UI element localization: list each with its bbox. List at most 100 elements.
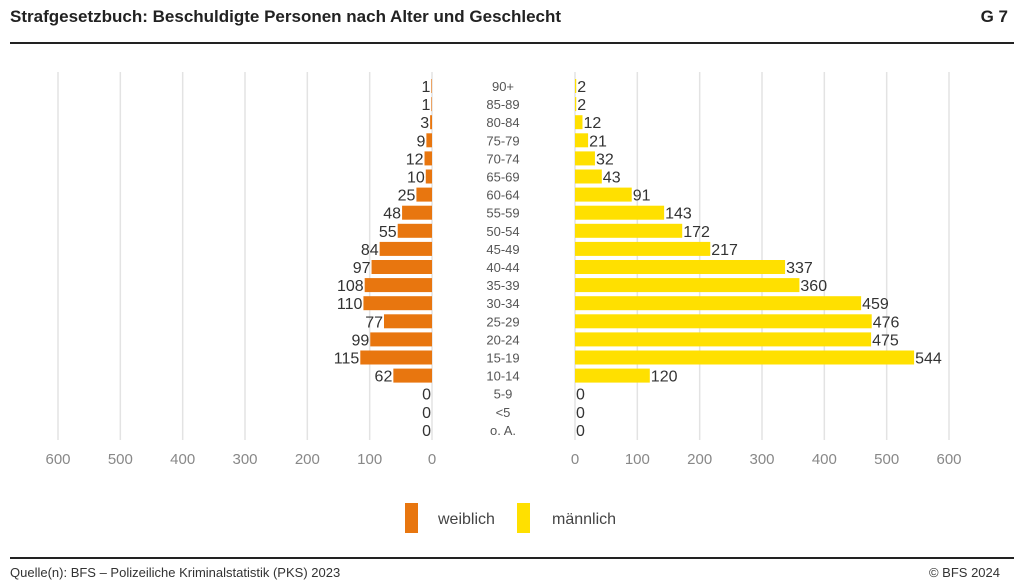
x-tick-label-right: 400: [812, 451, 837, 468]
bar-maennlich: [575, 332, 872, 347]
data-label-weiblich: 62: [375, 369, 393, 386]
x-tick-label-left: 0: [428, 451, 436, 468]
bar-weiblich: [431, 79, 432, 93]
data-label-maennlich: 475: [872, 332, 899, 349]
data-label-weiblich: 77: [365, 314, 383, 331]
bar-maennlich: [575, 296, 862, 311]
bar-maennlich: [575, 169, 602, 184]
data-label-maennlich: 0: [576, 405, 585, 422]
data-label-maennlich: 0: [576, 387, 585, 404]
category-label: 25-29: [486, 314, 519, 329]
x-tick-label-right: 500: [874, 451, 899, 468]
data-label-weiblich: 99: [351, 332, 369, 349]
x-tick-label-left: 600: [45, 451, 70, 468]
category-label: 50-54: [486, 224, 519, 239]
data-label-weiblich: 0: [422, 423, 431, 440]
legend-swatch-maennlich: [517, 503, 530, 533]
data-label-maennlich: 91: [633, 188, 651, 205]
legend-label-weiblich: weiblich: [437, 511, 495, 528]
x-tick-label-left: 200: [295, 451, 320, 468]
bar-maennlich: [575, 223, 683, 238]
data-label-weiblich: 84: [361, 242, 379, 259]
data-label-maennlich: 120: [651, 369, 678, 386]
category-label: 80-84: [486, 115, 519, 130]
bottom-divider: [10, 557, 1014, 559]
data-label-weiblich: 25: [398, 188, 416, 205]
bar-weiblich: [379, 241, 432, 256]
bar-weiblich: [430, 115, 432, 130]
data-label-maennlich: 360: [800, 278, 827, 295]
bar-weiblich: [393, 368, 432, 383]
bar-maennlich: [575, 97, 577, 112]
bar-weiblich: [370, 332, 432, 347]
x-tick-label-left: 500: [108, 451, 133, 468]
data-label-weiblich: 9: [416, 133, 425, 150]
x-tick-label-right: 200: [687, 451, 712, 468]
category-label: o. A.: [490, 423, 516, 438]
data-label-weiblich: 48: [383, 206, 401, 223]
category-label: 70-74: [486, 151, 519, 166]
data-label-weiblich: 115: [334, 351, 360, 368]
data-label-weiblich: 55: [379, 224, 397, 241]
x-tick-label-left: 400: [170, 451, 195, 468]
bar-maennlich: [575, 187, 632, 202]
bar-weiblich: [426, 133, 432, 148]
bar-maennlich: [575, 368, 650, 383]
data-label-weiblich: 1: [421, 79, 430, 96]
category-label: 30-34: [486, 296, 519, 311]
data-label-maennlich: 32: [596, 151, 614, 168]
bar-maennlich: [575, 350, 915, 365]
x-tick-label-right: 600: [936, 451, 961, 468]
x-tick-label-right: 100: [625, 451, 650, 468]
category-label: 85-89: [486, 97, 519, 112]
data-label-maennlich: 43: [603, 170, 621, 187]
bar-weiblich: [425, 169, 432, 184]
data-label-maennlich: 21: [589, 133, 607, 150]
data-label-weiblich: 12: [406, 151, 424, 168]
category-label: 40-44: [486, 260, 519, 275]
data-label-weiblich: 110: [337, 296, 363, 313]
data-label-weiblich: 0: [422, 405, 431, 422]
bar-maennlich: [575, 79, 577, 93]
bar-maennlich: [575, 133, 589, 148]
bar-weiblich: [416, 187, 432, 202]
category-label: <5: [496, 405, 511, 420]
data-label-maennlich: 172: [683, 224, 710, 241]
top-divider: [10, 42, 1014, 44]
data-label-weiblich: 97: [353, 260, 371, 277]
chart-code: G 7: [980, 7, 1008, 26]
category-label: 15-19: [486, 351, 519, 366]
data-label-maennlich: 544: [915, 351, 942, 368]
data-label-weiblich: 3: [420, 115, 429, 132]
data-label-maennlich: 12: [583, 115, 601, 132]
x-tick-label-left: 300: [232, 451, 257, 468]
bar-weiblich: [431, 97, 432, 112]
bar-weiblich: [364, 278, 432, 293]
category-label: 90+: [492, 79, 514, 94]
bar-weiblich: [371, 260, 432, 274]
bar-maennlich: [575, 151, 595, 166]
x-tick-label-left: 100: [357, 451, 382, 468]
category-label: 10-14: [486, 369, 519, 384]
legend-swatch-weiblich: [405, 503, 418, 533]
bar-weiblich: [397, 223, 432, 238]
x-tick-label-right: 300: [749, 451, 774, 468]
bar-weiblich: [384, 314, 432, 329]
category-label: 5-9: [494, 387, 513, 402]
x-tick-label-right: 0: [571, 451, 579, 468]
data-label-maennlich: 0: [576, 423, 585, 440]
bar-weiblich: [360, 350, 432, 365]
category-label: 65-69: [486, 170, 519, 185]
category-label: 20-24: [486, 332, 519, 347]
bar-weiblich: [424, 151, 432, 166]
data-label-maennlich: 217: [711, 242, 738, 259]
data-label-maennlich: 476: [873, 314, 900, 331]
data-label-weiblich: 0: [422, 387, 431, 404]
data-label-weiblich: 10: [407, 170, 425, 187]
category-label: 75-79: [486, 133, 519, 148]
bar-maennlich: [575, 278, 800, 293]
data-label-maennlich: 2: [577, 79, 586, 96]
data-label-weiblich: 108: [337, 278, 364, 295]
bar-maennlich: [575, 115, 583, 130]
